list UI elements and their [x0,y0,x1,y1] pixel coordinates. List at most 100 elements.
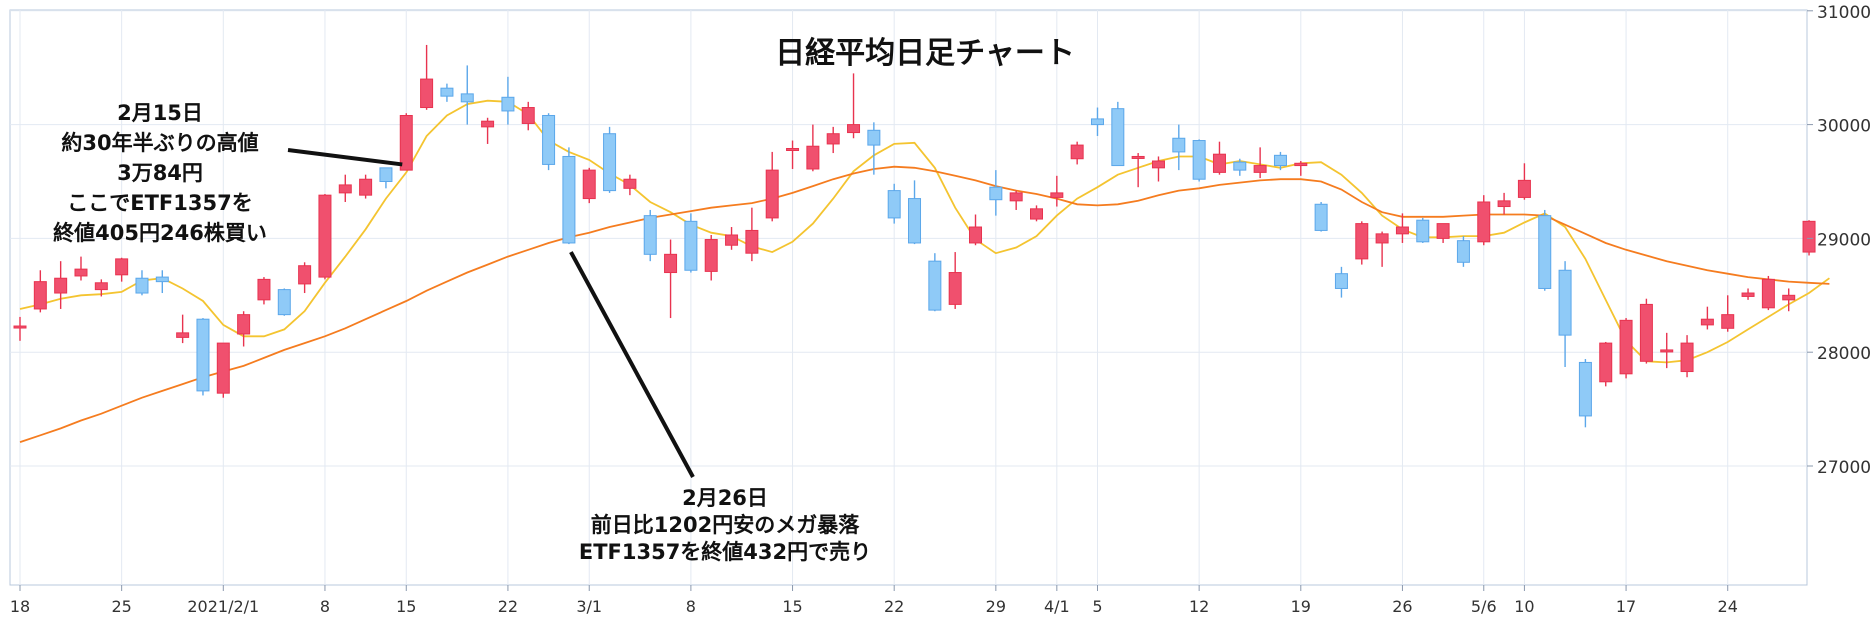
candle-67 [1375,231,1389,267]
candle-50 [1030,205,1043,222]
candle-body-28 [582,169,596,200]
y-tick-label-4: 31000 [1817,3,1871,23]
candle-body-70 [1436,223,1450,239]
candle-29 [603,126,617,193]
candle-body-83 [1700,318,1714,326]
candle-body-55 [1131,155,1145,159]
candle-body-27 [562,155,576,244]
candle-32 [664,239,678,319]
y-tick-label-2: 29000 [1817,230,1871,250]
candle-body-36 [745,229,759,254]
candle-28 [582,167,596,204]
moving-average-line-2 [19,165,1830,443]
candle-body-54 [1111,108,1125,167]
candle-41 [847,73,861,139]
candle-body-8 [176,332,190,338]
candle-69 [1416,217,1430,243]
candle-88 [1802,220,1816,256]
candle-body-82 [1680,342,1694,373]
annotation-feb15-pointer [287,148,403,167]
candle-body-51 [1050,192,1064,198]
candle-10 [216,342,230,398]
candle-57 [1172,124,1186,171]
candle-body-40 [826,133,840,145]
candle-body-39 [806,145,820,170]
candle-body-1 [33,281,47,310]
candle-87 [1782,288,1796,312]
candle-body-32 [664,253,678,274]
annotation-feb26-line-2: 前日比1202円安のメガ暴落 [591,513,860,537]
candle-1 [33,270,47,313]
candle-72 [1477,195,1491,246]
x-tick-label-0: 18 [10,597,30,616]
candle-0 [13,316,27,341]
candle-body-26 [542,114,556,165]
x-tick-label-1: 25 [111,597,131,616]
candle-body-43 [887,190,901,219]
candle-body-4 [94,282,108,291]
annotation-feb15-line-3: 3万84円 [117,161,203,185]
candle-body-44 [908,198,922,244]
candle-body-48 [989,186,1003,201]
x-tick-label-11: 4/1 [1044,597,1070,616]
candle-44 [908,180,922,245]
candle-body-3 [74,268,88,277]
candle-15 [318,194,332,280]
candle-body-59 [1212,153,1226,173]
candle-25 [521,101,535,131]
candle-52 [1070,141,1084,165]
candle-body-73 [1497,200,1511,208]
candle-60 [1233,158,1247,176]
candle-61 [1253,147,1267,179]
candle-body-29 [603,133,617,192]
annotation-feb15-line-1: 2月15日 [117,101,203,125]
candle-21 [440,83,454,102]
x-tick-label-3: 8 [320,597,330,616]
candle-body-87 [1782,294,1796,301]
candle-body-56 [1151,160,1165,169]
annotation-feb26-line-3: ETF1357を終値432円で売り [579,540,871,564]
x-tick-label-12: 5 [1092,597,1102,616]
x-tick-label-15: 26 [1392,597,1412,616]
candle-body-11 [237,314,251,335]
candle-36 [745,207,759,262]
candle-45 [928,253,942,312]
candle-body-71 [1456,240,1470,263]
candle-body-58 [1192,140,1206,180]
candle-18 [379,167,393,189]
candle-31 [643,209,657,262]
candle-35 [725,227,739,250]
x-tick-label-8: 15 [782,597,802,616]
candle-64 [1314,201,1328,232]
candle-body-49 [1009,192,1023,202]
candle-body-66 [1355,223,1369,260]
candle-body-61 [1253,165,1267,173]
x-tick-label-7: 8 [686,597,696,616]
x-tick-label-16: 5/6 [1471,597,1497,616]
candle-body-21 [440,87,454,97]
candle-body-31 [643,215,657,255]
candle-65 [1334,266,1348,298]
candle-19 [399,113,413,171]
candle-body-0 [13,325,27,329]
candle-body-67 [1375,233,1389,244]
y-tick-label-0: 27000 [1817,458,1871,478]
candle-74 [1517,163,1531,200]
plot-background [9,9,1808,586]
candle-body-45 [928,260,942,311]
candle-47 [969,214,983,246]
candle-56 [1151,156,1165,182]
candle-51 [1050,175,1064,207]
candle-24 [501,76,515,125]
candle-body-60 [1233,161,1247,171]
candle-body-85 [1741,292,1755,297]
y-tick-label-3: 30000 [1817,117,1871,137]
y-axis-ticks: 27000 28000 29000 30000 31000 [1807,3,1871,478]
candle-48 [989,170,1003,216]
moving-average-lines [19,99,1830,443]
candle-5 [115,257,129,282]
candle-7 [155,270,169,294]
candle-3 [74,256,88,281]
candle-body-34 [704,239,718,272]
candle-body-53 [1090,118,1104,126]
